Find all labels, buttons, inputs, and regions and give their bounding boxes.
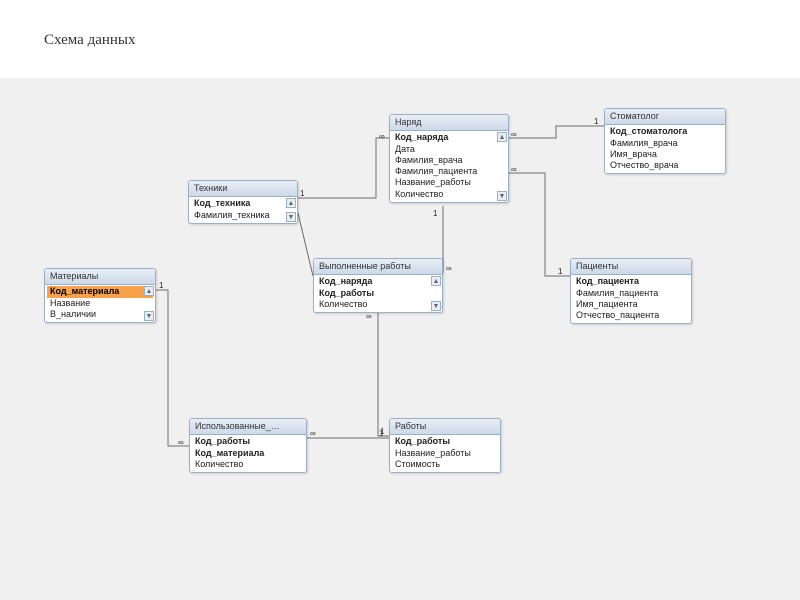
cardinality-label: ∞ — [366, 312, 372, 321]
entity-field[interactable]: Код_работы — [192, 436, 304, 447]
entity-body: Код_материалаНазваниеВ_наличии ▲ ▼ — [45, 285, 155, 322]
cardinality-label: 1 — [159, 281, 163, 290]
cardinality-label: 1 — [558, 267, 562, 276]
scroll-up-icon[interactable]: ▲ — [431, 276, 441, 286]
entity-field[interactable]: Код_пациента — [573, 276, 689, 287]
entity-title[interactable]: Техники — [189, 181, 297, 197]
relationship-line — [298, 213, 313, 276]
entity-field[interactable]: Код_работы — [316, 288, 440, 299]
entity-body: Код_работыНазвание_работыСтоимость — [390, 435, 500, 472]
scroll-up-icon[interactable]: ▲ — [286, 198, 296, 208]
entity-field[interactable]: Отчество_врача — [607, 160, 723, 171]
entity-field[interactable]: Количество — [192, 459, 304, 470]
relationship-line — [378, 308, 389, 436]
entity-title[interactable]: Использованные_… — [190, 419, 306, 435]
scroll-up-icon[interactable]: ▲ — [144, 286, 154, 296]
entity-body: Код_нарядаКод_работыКоличество ▲ ▼ — [314, 275, 442, 312]
relationship-line — [298, 138, 389, 198]
entity-field[interactable]: Фамилия_пациента — [392, 166, 506, 177]
entity-materialy[interactable]: МатериалыКод_материалаНазваниеВ_наличии ▲… — [44, 268, 156, 323]
entity-body: Код_пациентаФамилия_пациентаИмя_пациента… — [571, 275, 691, 323]
entity-body: Код_стоматологаФамилия_врачаИмя_врачаОтч… — [605, 125, 725, 173]
entity-field[interactable]: Фамилия_врача — [392, 155, 506, 166]
entity-title[interactable]: Стоматолог — [605, 109, 725, 125]
entity-field[interactable]: Фамилия_пациента — [573, 288, 689, 299]
entity-title[interactable]: Материалы — [45, 269, 155, 285]
entity-field[interactable]: Стоимость — [392, 459, 498, 470]
entity-field[interactable]: Код_наряда — [316, 276, 440, 287]
entity-field[interactable]: Имя_пациента — [573, 299, 689, 310]
scroll-down-icon[interactable]: ▼ — [286, 212, 296, 222]
entity-field[interactable]: Дата — [392, 144, 506, 155]
cardinality-label: 1 — [594, 117, 598, 126]
entity-title[interactable]: Пациенты — [571, 259, 691, 275]
cardinality-label: 1 — [300, 189, 304, 198]
entity-field[interactable]: Код_материала — [47, 286, 153, 297]
entity-field[interactable]: Фамилия_техника — [191, 210, 295, 221]
entity-field[interactable]: Название — [47, 298, 153, 309]
entity-field[interactable]: Фамилия_врача — [607, 138, 723, 149]
cardinality-label: ∞ — [446, 264, 452, 273]
cardinality-label: ∞ — [379, 132, 385, 141]
cardinality-label: ∞ — [511, 165, 517, 174]
entity-field[interactable]: Код_техника — [191, 198, 295, 209]
relationship-line — [509, 173, 570, 276]
entity-raboty[interactable]: РаботыКод_работыНазвание_работыСтоимость — [389, 418, 501, 473]
entity-vypolnennye[interactable]: Выполненные работыКод_нарядаКод_работыКо… — [313, 258, 443, 313]
entity-field[interactable]: В_наличии — [47, 309, 153, 320]
entity-body: Код_нарядаДатаФамилия_врачаФамилия_пацие… — [390, 131, 508, 202]
entity-tehniki[interactable]: ТехникиКод_техникаФамилия_техника ▲ ▼ — [188, 180, 298, 224]
entity-field[interactable]: Название_работы — [392, 177, 506, 188]
entity-field[interactable]: Код_материала — [192, 448, 304, 459]
entity-field[interactable]: Отчество_пациента — [573, 310, 689, 321]
relationship-line — [509, 126, 604, 138]
diagram-canvas: 1∞1∞∞11∞∞1∞11∞МатериалыКод_материалаНазв… — [0, 78, 800, 600]
entity-body: Код_работыКод_материалаКоличество — [190, 435, 306, 472]
relationship-line — [156, 290, 189, 446]
entity-field[interactable]: Название_работы — [392, 448, 498, 459]
entity-title[interactable]: Наряд — [390, 115, 508, 131]
entity-field[interactable]: Код_стоматолога — [607, 126, 723, 137]
entity-field[interactable]: Имя_врача — [607, 149, 723, 160]
entity-field[interactable]: Количество — [392, 189, 506, 200]
cardinality-label: 1 — [379, 429, 383, 438]
scroll-down-icon[interactable]: ▼ — [497, 191, 507, 201]
entity-field[interactable]: Количество — [316, 299, 440, 310]
entity-pacienty[interactable]: ПациентыКод_пациентаФамилия_пациентаИмя_… — [570, 258, 692, 324]
entity-ispolzovannye[interactable]: Использованные_…Код_работыКод_материалаК… — [189, 418, 307, 473]
entity-title[interactable]: Выполненные работы — [314, 259, 442, 275]
entity-naryad[interactable]: НарядКод_нарядаДатаФамилия_врачаФамилия_… — [389, 114, 509, 203]
cardinality-label: ∞ — [511, 130, 517, 139]
entity-field[interactable]: Код_наряда — [392, 132, 506, 143]
page-title: Схема данных — [44, 32, 136, 49]
entity-stomatolog[interactable]: СтоматологКод_стоматологаФамилия_врачаИм… — [604, 108, 726, 174]
entity-title[interactable]: Работы — [390, 419, 500, 435]
cardinality-label: ∞ — [310, 429, 316, 438]
scroll-down-icon[interactable]: ▼ — [431, 301, 441, 311]
scroll-down-icon[interactable]: ▼ — [144, 311, 154, 321]
cardinality-label: 1 — [433, 209, 437, 218]
entity-field[interactable]: Код_работы — [392, 436, 498, 447]
cardinality-label: ∞ — [178, 438, 184, 447]
entity-body: Код_техникаФамилия_техника ▲ ▼ — [189, 197, 297, 223]
scroll-up-icon[interactable]: ▲ — [497, 132, 507, 142]
